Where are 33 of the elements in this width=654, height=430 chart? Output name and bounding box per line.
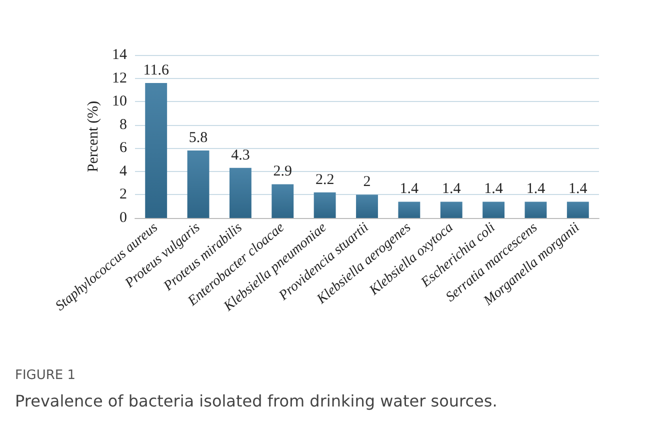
y-tick-label: 10 bbox=[112, 94, 127, 110]
bar bbox=[524, 202, 547, 218]
bar bbox=[145, 82, 168, 218]
data-label: 5.8 bbox=[188, 130, 208, 146]
y-tick-label: 14 bbox=[112, 47, 128, 63]
data-label: 4.3 bbox=[231, 147, 250, 164]
y-tick-label: 4 bbox=[120, 163, 128, 180]
bar bbox=[566, 202, 589, 218]
data-label: 1.4 bbox=[526, 181, 546, 198]
data-label: 1.4 bbox=[400, 181, 420, 198]
data-label: 1.4 bbox=[442, 181, 462, 198]
y-tick-label: 8 bbox=[120, 116, 127, 133]
bar bbox=[356, 194, 378, 218]
y-axis-title: Percent (%) bbox=[86, 100, 102, 172]
y-tick-label: 2 bbox=[120, 186, 127, 203]
bar bbox=[187, 150, 210, 218]
y-tick-label: 12 bbox=[112, 70, 127, 86]
data-label: 11.6 bbox=[143, 62, 170, 78]
text: FIGURE 1 bbox=[15, 368, 76, 383]
bar bbox=[482, 202, 505, 218]
y-tick-label: 0 bbox=[120, 210, 127, 226]
data-label: 1.4 bbox=[484, 181, 504, 198]
text: Prevalence of bacteria isolated from drinking water sources. bbox=[15, 392, 498, 410]
data-label: 2.2 bbox=[315, 172, 334, 188]
y-tick-label: 6 bbox=[120, 140, 128, 156]
data-label: 2.9 bbox=[273, 164, 292, 180]
bar bbox=[272, 184, 294, 218]
data-label: 1.4 bbox=[568, 181, 588, 198]
bar bbox=[229, 168, 252, 218]
bar bbox=[440, 202, 462, 218]
bar bbox=[314, 192, 336, 218]
data-label: 2 bbox=[363, 174, 371, 190]
bar bbox=[398, 202, 420, 218]
